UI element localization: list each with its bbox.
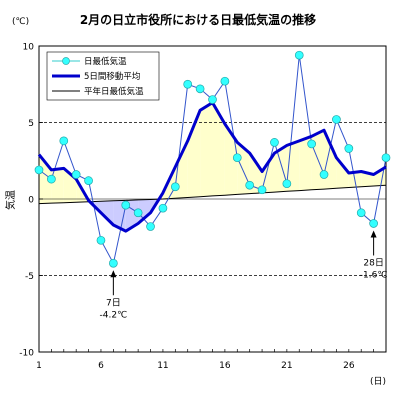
annotation-day-label: 7日 xyxy=(106,297,121,308)
daily-min-temp-point xyxy=(170,182,180,192)
legend-label-moving-average: 5日間移動平均 xyxy=(84,71,140,82)
anomaly-fill-segment xyxy=(101,200,114,225)
annotation-value-label: -1.6℃ xyxy=(360,270,388,280)
daily-min-temp-point xyxy=(257,185,267,195)
anomaly-fill-segment xyxy=(274,145,287,193)
y-tick-label: 10 xyxy=(23,43,35,53)
x-tick-label: 11 xyxy=(157,361,168,371)
daily-min-temp-point xyxy=(146,222,155,231)
daily-min-temp-point xyxy=(381,153,391,163)
x-tick-label: 6 xyxy=(98,361,104,371)
annotation-arrowhead xyxy=(370,230,377,238)
daily-min-temp-point xyxy=(34,165,44,175)
y-tick-label: 0 xyxy=(28,196,34,206)
daily-min-temp-point xyxy=(332,115,341,124)
legend-label-daily: 日最低気温 xyxy=(84,56,127,67)
daily-min-temp-point xyxy=(294,50,304,60)
x-unit-label: (日) xyxy=(370,376,386,387)
daily-min-temp-point xyxy=(232,153,242,163)
anomaly-fill-segment xyxy=(212,102,225,196)
daily-min-temp-point xyxy=(109,258,118,268)
daily-min-temp-point xyxy=(208,95,217,104)
chart-title: 2月の日立市役所における日最低気温の推移 xyxy=(80,12,316,27)
y-axis-label: 気温 xyxy=(4,190,17,210)
daily-min-temp-point xyxy=(96,235,106,245)
legend-label-normal: 平年日最低気温 xyxy=(84,86,144,97)
daily-min-temp-point xyxy=(59,136,69,146)
daily-min-temp-point xyxy=(84,176,93,185)
daily-min-temp-point xyxy=(220,76,230,86)
anomaly-fill-segment xyxy=(262,153,275,193)
daily-min-temp-point xyxy=(319,170,329,179)
daily-min-temp-point xyxy=(195,84,205,94)
annotations: 7日 -4.2℃ 28日 -1.6℃ xyxy=(100,230,388,320)
anomaly-fill-segment xyxy=(224,124,238,196)
daily-min-temp-point xyxy=(270,138,279,147)
daily-min-temp-point xyxy=(307,139,316,149)
daily-min-temp-point xyxy=(282,179,292,189)
daily-min-temp-point xyxy=(356,208,366,218)
grid-lines xyxy=(39,122,386,276)
anomaly-fill-segment xyxy=(324,130,337,190)
daily-min-temp-point xyxy=(245,180,255,190)
x-tick-label: 26 xyxy=(343,361,355,371)
x-tick-label: 16 xyxy=(219,361,231,371)
markers xyxy=(34,50,391,268)
normal-min-temp-line xyxy=(38,184,387,205)
anomaly-fill-segment xyxy=(361,171,374,187)
daily-min-temp-point xyxy=(71,170,81,179)
legend: 日最低気温 5日間移動平均 平年日最低気温 xyxy=(46,51,160,101)
daily-min-temp-point xyxy=(183,79,193,89)
daily-min-temp-point xyxy=(344,144,354,153)
y-tick-label: 5 xyxy=(28,119,34,129)
daily-min-temp-point xyxy=(47,174,56,184)
x-tick-label: 21 xyxy=(281,361,292,371)
anomaly-fill-segment xyxy=(299,136,312,191)
annotation-value-label: -4.2℃ xyxy=(100,310,128,320)
legend-marker-daily xyxy=(62,57,70,65)
x-tick-label: 1 xyxy=(36,361,42,371)
anomaly-fill-segment xyxy=(200,102,213,197)
anomaly-fill-segment xyxy=(138,199,151,224)
annotation-arrowhead xyxy=(110,270,117,278)
annotation-day-label: 28日 xyxy=(363,257,383,268)
y-unit-label: (℃) xyxy=(12,17,29,27)
daily-min-temp-point xyxy=(158,203,168,213)
anomaly-fill-segment xyxy=(187,110,201,198)
daily-min-temp-point xyxy=(121,200,131,210)
anomaly-fill-segment xyxy=(336,157,349,189)
daily-min-temp-point xyxy=(133,208,143,218)
y-tick-label: -10 xyxy=(19,349,34,359)
daily-min-temp-point xyxy=(369,219,378,228)
y-tick-label: -5 xyxy=(25,272,34,282)
